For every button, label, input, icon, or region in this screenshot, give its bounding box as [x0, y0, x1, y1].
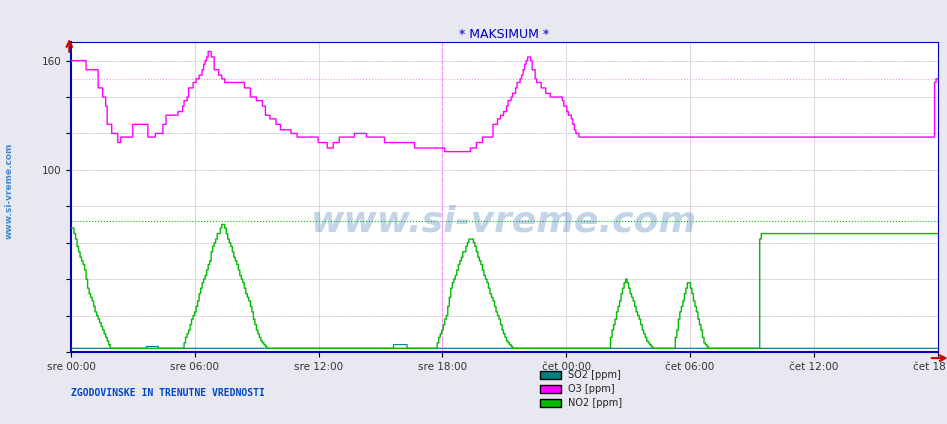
- Title: * MAKSIMUM *: * MAKSIMUM *: [459, 28, 549, 41]
- Text: www.si-vreme.com: www.si-vreme.com: [312, 205, 697, 239]
- Text: NO2 [ppm]: NO2 [ppm]: [568, 398, 622, 408]
- Text: ZGODOVINSKE IN TRENUTNE VREDNOSTI: ZGODOVINSKE IN TRENUTNE VREDNOSTI: [71, 388, 265, 398]
- Text: O3 [ppm]: O3 [ppm]: [568, 384, 615, 394]
- Text: SO2 [ppm]: SO2 [ppm]: [568, 370, 621, 380]
- Text: www.si-vreme.com: www.si-vreme.com: [5, 142, 14, 239]
